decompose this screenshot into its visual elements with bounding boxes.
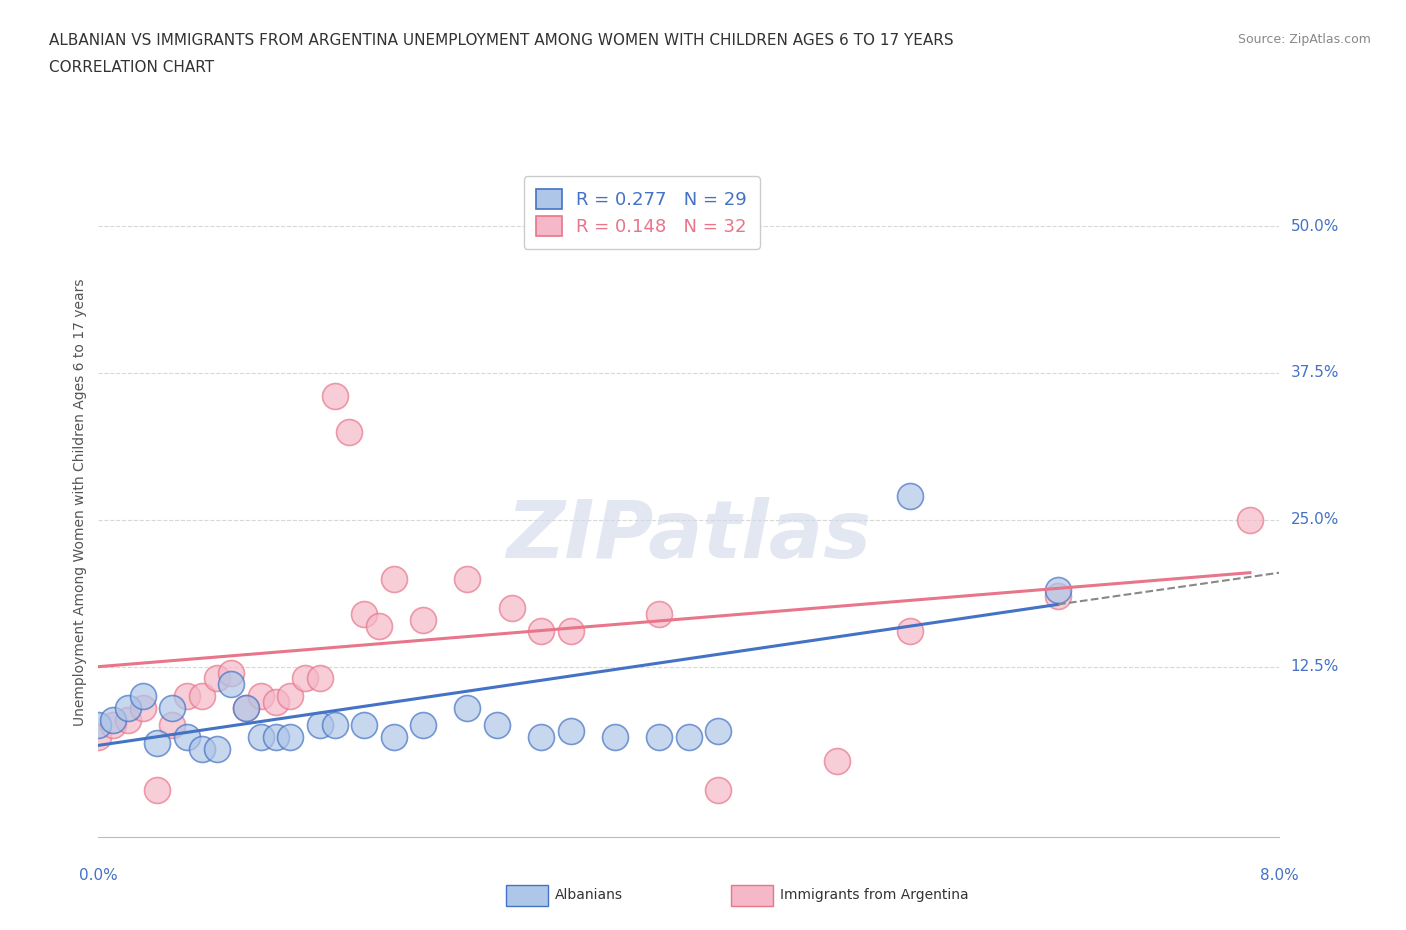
- Point: [323, 389, 346, 404]
- Point: [235, 700, 257, 715]
- Point: [1046, 589, 1069, 604]
- Point: [337, 424, 360, 439]
- Point: [825, 753, 848, 768]
- Point: [117, 712, 139, 727]
- Point: [162, 700, 183, 715]
- Text: 8.0%: 8.0%: [1260, 868, 1299, 883]
- Text: ALBANIAN VS IMMIGRANTS FROM ARGENTINA UNEMPLOYMENT AMONG WOMEN WITH CHILDREN AGE: ALBANIAN VS IMMIGRANTS FROM ARGENTINA UN…: [49, 33, 953, 47]
- Point: [176, 730, 198, 745]
- Point: [707, 724, 730, 738]
- Point: [1239, 512, 1261, 527]
- Point: [353, 718, 375, 733]
- Y-axis label: Unemployment Among Women with Children Ages 6 to 17 years: Unemployment Among Women with Children A…: [73, 278, 87, 726]
- Point: [605, 730, 627, 745]
- Legend: R = 0.277   N = 29, R = 0.148   N = 32: R = 0.277 N = 29, R = 0.148 N = 32: [524, 177, 759, 248]
- Point: [146, 782, 169, 797]
- Text: 0.0%: 0.0%: [79, 868, 118, 883]
- Point: [146, 736, 169, 751]
- Point: [412, 718, 434, 733]
- Point: [898, 489, 921, 504]
- Point: [278, 730, 301, 745]
- Point: [1046, 583, 1069, 598]
- Point: [132, 688, 155, 703]
- Point: [191, 688, 214, 703]
- Point: [87, 718, 110, 733]
- Point: [308, 671, 332, 685]
- Point: [456, 700, 478, 715]
- Point: [501, 601, 523, 616]
- Point: [367, 618, 389, 633]
- Point: [898, 624, 921, 639]
- Text: 37.5%: 37.5%: [1291, 365, 1339, 380]
- Point: [648, 606, 671, 621]
- Text: 25.0%: 25.0%: [1291, 512, 1339, 527]
- Point: [353, 606, 375, 621]
- Point: [191, 741, 214, 756]
- Point: [103, 718, 124, 733]
- Point: [103, 712, 124, 727]
- Text: Albanians: Albanians: [555, 887, 623, 902]
- Point: [382, 571, 405, 586]
- Point: [294, 671, 316, 685]
- Point: [87, 730, 110, 745]
- Point: [412, 612, 434, 627]
- Point: [162, 718, 183, 733]
- Point: [176, 688, 198, 703]
- Point: [205, 741, 228, 756]
- Point: [219, 665, 242, 680]
- Text: 12.5%: 12.5%: [1291, 659, 1339, 674]
- Point: [117, 700, 139, 715]
- Text: 50.0%: 50.0%: [1291, 219, 1339, 233]
- Point: [132, 700, 155, 715]
- Point: [648, 730, 671, 745]
- Point: [264, 695, 287, 710]
- Text: Source: ZipAtlas.com: Source: ZipAtlas.com: [1237, 33, 1371, 46]
- Point: [530, 624, 553, 639]
- Text: ZIPatlas: ZIPatlas: [506, 497, 872, 575]
- Point: [235, 700, 257, 715]
- Point: [707, 782, 730, 797]
- Text: Immigrants from Argentina: Immigrants from Argentina: [780, 887, 969, 902]
- Point: [308, 718, 332, 733]
- Point: [560, 624, 582, 639]
- Point: [382, 730, 405, 745]
- Point: [323, 718, 346, 733]
- Point: [485, 718, 508, 733]
- Point: [264, 730, 287, 745]
- Point: [560, 724, 582, 738]
- Point: [456, 571, 478, 586]
- Point: [678, 730, 700, 745]
- Point: [278, 688, 301, 703]
- Point: [530, 730, 553, 745]
- Text: CORRELATION CHART: CORRELATION CHART: [49, 60, 214, 75]
- Point: [250, 688, 273, 703]
- Point: [205, 671, 228, 685]
- Point: [219, 677, 242, 692]
- Point: [250, 730, 273, 745]
